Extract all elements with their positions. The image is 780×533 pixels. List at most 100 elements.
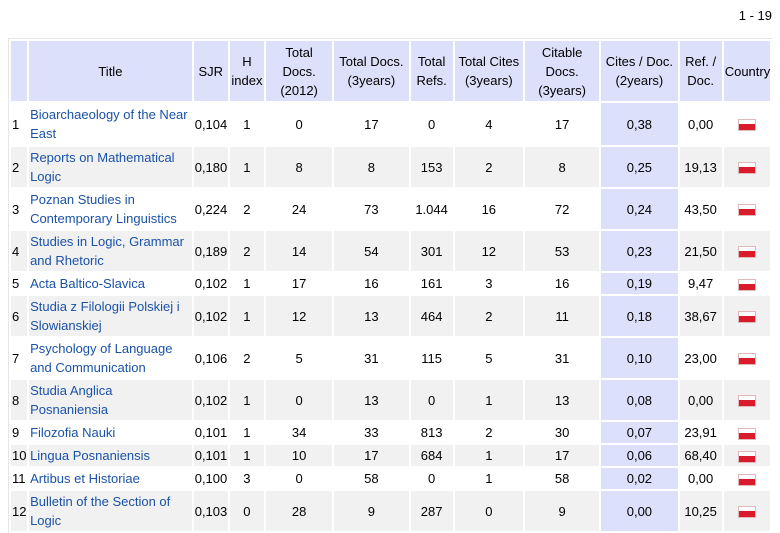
cites-per-doc-cell: 0,10	[601, 338, 678, 378]
citable-docs-3y-cell: 9	[524, 491, 600, 531]
cites-per-doc-cell: 0,00	[601, 491, 678, 531]
flag-poland-icon[interactable]	[738, 247, 755, 258]
total-refs-cell: 1.044	[410, 189, 453, 229]
journal-title-link[interactable]: Artibus et Historiae	[30, 471, 140, 486]
col-header-total-docs-year[interactable]: Total Docs. (2012)	[265, 41, 333, 101]
total-refs-cell: 464	[410, 296, 453, 336]
journal-title-link[interactable]: Psychology of Language and Communication	[30, 341, 173, 375]
total-refs-cell: 813	[410, 422, 453, 443]
journal-title-link[interactable]: Studia Anglica Posnaniensia	[30, 383, 113, 417]
journal-title-link[interactable]: Studia z Filologii Polskiej i Slowianski…	[30, 299, 180, 333]
col-header-sjr[interactable]: SJR	[193, 41, 228, 101]
h-index-cell: 1	[229, 445, 264, 466]
table-row: 10 Lingua Posnaniensis 0,101 1 10 17 684…	[11, 445, 770, 466]
total-cites-3y-cell: 4	[454, 103, 523, 145]
flag-poland-icon[interactable]	[738, 354, 755, 365]
total-refs-cell: 115	[410, 338, 453, 378]
total-cites-3y-cell: 1	[454, 380, 523, 420]
total-docs-cell: 0	[265, 103, 333, 145]
total-refs-cell: 684	[410, 445, 453, 466]
refs-per-doc-cell: 68,40	[679, 445, 722, 466]
total-docs-cell: 24	[265, 189, 333, 229]
sjr-cell: 0,180	[193, 147, 228, 187]
total-cites-3y-cell: 12	[454, 231, 523, 271]
col-header-total-cites-3y[interactable]: Total Cites (3years)	[454, 41, 523, 101]
citable-docs-3y-cell: 31	[524, 338, 600, 378]
h-index-cell: 3	[229, 468, 264, 489]
flag-poland-icon[interactable]	[738, 451, 755, 462]
col-header-h-index[interactable]: H index	[229, 41, 264, 101]
citable-docs-3y-cell: 8	[524, 147, 600, 187]
flag-poland-icon[interactable]	[738, 279, 755, 290]
journal-title-link[interactable]: Bulletin of the Section of Logic	[30, 494, 171, 528]
journal-title-link[interactable]: Acta Baltico-Slavica	[30, 276, 145, 291]
country-cell	[723, 491, 770, 531]
total-cites-3y-cell: 2	[454, 147, 523, 187]
col-header-refs-per-doc[interactable]: Ref. / Doc.	[679, 41, 722, 101]
cites-per-doc-cell: 0,02	[601, 468, 678, 489]
total-refs-cell: 0	[410, 380, 453, 420]
title-cell: Studia Anglica Posnaniensia	[29, 380, 192, 420]
pagination-range: 1 - 19	[738, 8, 772, 23]
total-docs-cell: 0	[265, 468, 333, 489]
total-refs-cell: 287	[410, 491, 453, 531]
rank-cell: 10	[11, 445, 28, 466]
table-row: 6 Studia z Filologii Polskiej i Slowians…	[11, 296, 770, 336]
h-index-cell: 1	[229, 273, 264, 294]
col-header-title[interactable]: Title	[29, 41, 192, 101]
flag-poland-icon[interactable]	[738, 507, 755, 518]
flag-poland-icon[interactable]	[738, 396, 755, 407]
title-cell: Studia z Filologii Polskiej i Slowianski…	[29, 296, 192, 336]
col-header-cites-per-doc[interactable]: Cites / Doc. (2years)	[601, 41, 678, 101]
country-cell	[723, 445, 770, 466]
h-index-cell: 0	[229, 491, 264, 531]
flag-poland-icon[interactable]	[738, 428, 755, 439]
total-refs-cell: 0	[410, 468, 453, 489]
total-docs-3y-cell: 54	[334, 231, 409, 271]
flag-poland-icon[interactable]	[738, 474, 755, 485]
rank-cell: 4	[11, 231, 28, 271]
col-header-country[interactable]: Country	[723, 41, 770, 101]
cites-per-doc-cell: 0,19	[601, 273, 678, 294]
total-docs-3y-cell: 17	[334, 103, 409, 145]
refs-per-doc-cell: 0,00	[679, 380, 722, 420]
citable-docs-3y-cell: 72	[524, 189, 600, 229]
flag-poland-icon[interactable]	[738, 163, 755, 174]
col-header-total-docs-3y[interactable]: Total Docs. (3years)	[334, 41, 409, 101]
citable-docs-3y-cell: 11	[524, 296, 600, 336]
rank-cell: 12	[11, 491, 28, 531]
total-docs-3y-cell: 73	[334, 189, 409, 229]
journal-title-link[interactable]: Poznan Studies in Contemporary Linguisti…	[30, 192, 177, 226]
h-index-cell: 2	[229, 231, 264, 271]
title-cell: Acta Baltico-Slavica	[29, 273, 192, 294]
journal-title-link[interactable]: Reports on Mathematical Logic	[30, 150, 175, 184]
total-cites-3y-cell: 1	[454, 445, 523, 466]
h-index-cell: 1	[229, 103, 264, 145]
h-index-cell: 1	[229, 147, 264, 187]
h-index-cell: 1	[229, 422, 264, 443]
sjr-cell: 0,104	[193, 103, 228, 145]
results-table-container: Title SJR H index Total Docs. (2012) Tot…	[8, 38, 772, 533]
citable-docs-3y-cell: 17	[524, 445, 600, 466]
journal-title-link[interactable]: Lingua Posnaniensis	[30, 448, 151, 463]
h-index-cell: 2	[229, 338, 264, 378]
total-docs-cell: 12	[265, 296, 333, 336]
rank-cell: 5	[11, 273, 28, 294]
flag-poland-icon[interactable]	[738, 120, 755, 131]
journal-title-link[interactable]: Studies in Logic, Grammar and Rhetoric	[30, 234, 184, 268]
title-cell: Bioarchaeology of the Near East	[29, 103, 192, 145]
total-docs-cell: 17	[265, 273, 333, 294]
total-docs-3y-cell: 58	[334, 468, 409, 489]
journal-title-link[interactable]: Bioarchaeology of the Near East	[30, 107, 188, 141]
flag-poland-icon[interactable]	[738, 312, 755, 323]
title-cell: Bulletin of the Section of Logic	[29, 491, 192, 531]
journal-title-link[interactable]: Filozofia Nauki	[30, 425, 116, 440]
col-header-total-refs[interactable]: Total Refs.	[410, 41, 453, 101]
refs-per-doc-cell: 23,00	[679, 338, 722, 378]
citable-docs-3y-cell: 13	[524, 380, 600, 420]
country-cell	[723, 189, 770, 229]
flag-poland-icon[interactable]	[738, 205, 755, 216]
total-cites-3y-cell: 2	[454, 422, 523, 443]
h-index-cell: 1	[229, 380, 264, 420]
col-header-citable-docs-3y[interactable]: Citable Docs. (3years)	[524, 41, 600, 101]
